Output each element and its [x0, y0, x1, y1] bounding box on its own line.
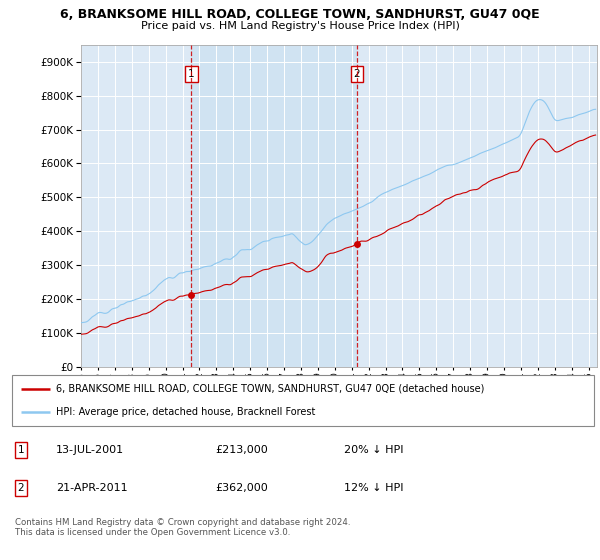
Text: 20% ↓ HPI: 20% ↓ HPI	[344, 445, 403, 455]
Text: 13-JUL-2001: 13-JUL-2001	[56, 445, 124, 455]
Text: £213,000: £213,000	[216, 445, 268, 455]
Text: 12% ↓ HPI: 12% ↓ HPI	[344, 483, 403, 493]
Text: 2: 2	[353, 69, 360, 79]
Text: 21-APR-2011: 21-APR-2011	[56, 483, 127, 493]
Text: 1: 1	[188, 69, 195, 79]
Text: 1: 1	[17, 445, 24, 455]
Text: 2: 2	[17, 483, 24, 493]
Text: Contains HM Land Registry data © Crown copyright and database right 2024.
This d: Contains HM Land Registry data © Crown c…	[15, 518, 350, 538]
Text: HPI: Average price, detached house, Bracknell Forest: HPI: Average price, detached house, Brac…	[56, 407, 315, 417]
Text: 6, BRANKSOME HILL ROAD, COLLEGE TOWN, SANDHURST, GU47 0QE (detached house): 6, BRANKSOME HILL ROAD, COLLEGE TOWN, SA…	[56, 384, 484, 394]
Text: £362,000: £362,000	[216, 483, 268, 493]
Text: Price paid vs. HM Land Registry's House Price Index (HPI): Price paid vs. HM Land Registry's House …	[140, 21, 460, 31]
Text: 6, BRANKSOME HILL ROAD, COLLEGE TOWN, SANDHURST, GU47 0QE: 6, BRANKSOME HILL ROAD, COLLEGE TOWN, SA…	[60, 8, 540, 21]
Bar	[191, 45, 357, 367]
